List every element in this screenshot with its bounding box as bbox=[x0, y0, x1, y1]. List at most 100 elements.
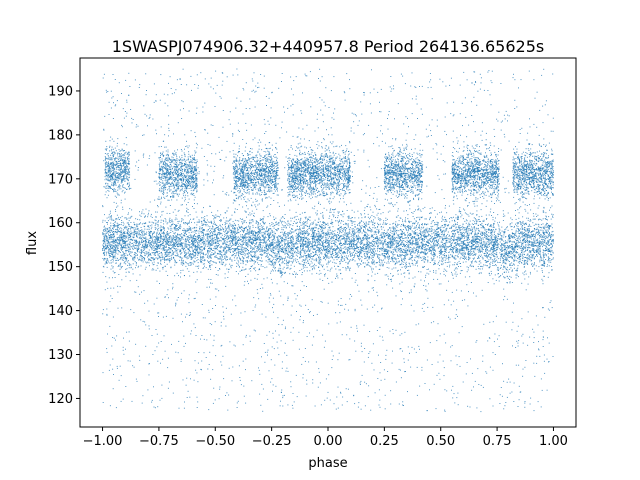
data-point bbox=[113, 238, 115, 240]
data-point bbox=[345, 242, 347, 244]
data-point bbox=[165, 242, 167, 244]
data-point bbox=[211, 242, 213, 244]
data-point bbox=[478, 254, 480, 256]
data-point bbox=[380, 213, 382, 215]
data-point bbox=[113, 224, 115, 225]
data-point bbox=[361, 228, 362, 230]
data-point bbox=[292, 247, 294, 249]
data-point bbox=[547, 243, 549, 245]
data-point bbox=[445, 219, 447, 221]
data-point bbox=[464, 246, 466, 248]
data-point bbox=[312, 247, 314, 249]
data-point bbox=[300, 263, 302, 265]
data-point bbox=[149, 245, 151, 247]
data-point bbox=[339, 241, 341, 243]
data-point bbox=[464, 220, 466, 222]
data-point bbox=[191, 221, 192, 223]
data-point bbox=[179, 235, 181, 237]
data-point bbox=[322, 212, 324, 214]
data-point bbox=[542, 246, 543, 248]
data-point bbox=[448, 254, 450, 256]
data-point bbox=[156, 235, 158, 237]
data-point bbox=[401, 248, 403, 250]
data-point bbox=[205, 233, 207, 235]
data-point bbox=[188, 226, 190, 228]
data-point bbox=[175, 249, 177, 251]
data-point bbox=[332, 231, 334, 233]
data-point bbox=[168, 256, 170, 257]
data-point bbox=[442, 261, 444, 263]
data-point bbox=[417, 222, 419, 224]
data-point bbox=[317, 224, 319, 226]
data-point bbox=[449, 241, 451, 243]
data-point bbox=[151, 221, 153, 223]
data-point bbox=[253, 267, 255, 269]
data-point bbox=[444, 242, 446, 244]
data-point bbox=[224, 252, 226, 254]
data-point bbox=[492, 265, 494, 266]
data-point bbox=[156, 240, 158, 242]
data-point bbox=[207, 234, 209, 236]
data-point bbox=[397, 247, 399, 249]
data-point bbox=[466, 229, 468, 231]
data-point bbox=[132, 240, 134, 241]
data-point bbox=[528, 243, 530, 245]
data-point bbox=[338, 224, 340, 226]
data-point bbox=[541, 236, 543, 238]
data-point bbox=[351, 217, 353, 219]
data-point bbox=[285, 249, 287, 251]
data-point bbox=[204, 239, 206, 241]
data-point bbox=[218, 231, 220, 233]
data-point bbox=[344, 234, 345, 236]
data-point bbox=[357, 210, 359, 212]
data-point bbox=[285, 243, 287, 244]
data-point bbox=[357, 235, 359, 237]
data-point bbox=[391, 240, 393, 242]
data-point bbox=[325, 238, 327, 240]
data-point bbox=[512, 243, 514, 245]
data-point bbox=[148, 230, 150, 232]
data-point bbox=[410, 242, 412, 244]
data-point bbox=[237, 243, 239, 245]
data-point bbox=[447, 231, 449, 233]
data-point bbox=[281, 237, 283, 239]
data-point bbox=[212, 231, 214, 233]
data-point bbox=[349, 233, 351, 235]
data-point bbox=[167, 238, 169, 240]
data-point bbox=[384, 242, 386, 244]
data-point bbox=[150, 236, 151, 238]
data-point bbox=[354, 229, 356, 231]
data-point bbox=[420, 271, 422, 273]
data-point bbox=[165, 252, 167, 253]
data-point bbox=[186, 258, 188, 260]
data-point bbox=[550, 251, 552, 252]
data-point bbox=[149, 241, 151, 243]
data-point bbox=[472, 254, 474, 256]
data-point bbox=[117, 218, 119, 220]
data-point bbox=[203, 235, 204, 236]
data-point bbox=[350, 218, 352, 220]
data-point bbox=[361, 220, 363, 222]
data-point bbox=[544, 253, 546, 255]
data-point bbox=[440, 246, 442, 248]
data-point bbox=[505, 263, 507, 265]
data-point bbox=[499, 249, 501, 251]
data-point bbox=[156, 239, 158, 241]
data-point bbox=[315, 242, 316, 244]
data-point bbox=[316, 259, 318, 261]
data-point bbox=[301, 268, 303, 270]
data-point bbox=[467, 247, 469, 249]
data-point bbox=[390, 229, 392, 231]
data-point bbox=[427, 252, 429, 254]
data-point bbox=[108, 241, 110, 243]
data-point bbox=[443, 237, 445, 239]
data-point bbox=[318, 254, 320, 256]
data-point bbox=[312, 233, 314, 234]
data-point bbox=[480, 262, 482, 264]
data-point bbox=[117, 266, 119, 267]
data-point bbox=[545, 254, 547, 256]
data-point bbox=[187, 251, 189, 253]
data-point bbox=[435, 237, 437, 239]
data-point bbox=[182, 242, 184, 244]
data-point bbox=[496, 236, 498, 238]
